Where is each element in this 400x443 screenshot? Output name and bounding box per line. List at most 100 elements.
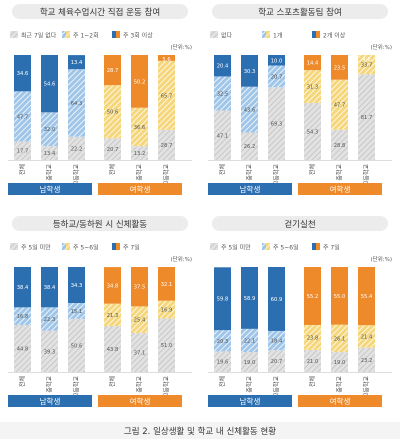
- category-label: 전체: [219, 376, 227, 387]
- unit-label: (단위:%): [371, 43, 393, 51]
- legend-swatch-girls: [66, 243, 70, 250]
- data-label: 20.3: [217, 339, 229, 345]
- legend-label: 주 1~2회: [73, 32, 99, 40]
- stacked-bar: 13.2 36.6 50.2: [131, 55, 148, 160]
- bar-segment: [158, 318, 175, 372]
- data-label: 16.8: [17, 314, 29, 320]
- bar-segment: [268, 87, 285, 160]
- category-label: 중학교: [336, 164, 344, 181]
- group-text-boys: 남학생: [240, 184, 261, 194]
- group-bar-boys: [208, 395, 292, 407]
- bar-segment: [131, 333, 148, 372]
- category-label: 중학교: [246, 164, 254, 181]
- bar-segment: [14, 55, 31, 92]
- legend-swatch-girls: [316, 31, 320, 38]
- legend-label: 주 5~6일: [73, 244, 99, 252]
- chart-title: 학교 체육수업시간 직접 운동 참여: [40, 7, 160, 18]
- data-label: 44.8: [17, 346, 29, 352]
- legend-item: 최근 7일 없다: [10, 31, 57, 40]
- unit-label: (단위:%): [171, 43, 193, 51]
- data-label: 4.6: [362, 57, 370, 63]
- bar-segment: [41, 267, 58, 308]
- legend-item: 주 5~6일: [62, 243, 99, 252]
- bar-segment: [214, 110, 231, 160]
- legend-swatch-girls: [116, 243, 120, 250]
- group-label-boys: 남학생: [208, 395, 292, 407]
- legend-label: 주 7일: [323, 244, 340, 252]
- bar-segment: [268, 65, 285, 88]
- data-label: 5.6: [162, 57, 170, 63]
- bar-segment: [158, 267, 175, 301]
- caption-box: 그림 2. 일상생활 및 학교 내 신체활동 현황: [0, 422, 400, 439]
- unit-label: (단위:%): [171, 255, 193, 263]
- bar-segment: [241, 86, 258, 133]
- stacked-bar: 21.0 23.8 55.2: [304, 267, 321, 372]
- stacked-bar: 44.8 16.8 38.4: [14, 267, 31, 372]
- stacked-bar: 28.7 65.7 5.6: [158, 55, 175, 160]
- group-text-boys: 남학생: [240, 396, 261, 406]
- data-label: 22.1: [244, 338, 256, 344]
- bar-segment: [158, 300, 175, 319]
- legend-label: 주 3회 이상: [123, 32, 153, 40]
- data-label: 51.0: [161, 343, 173, 349]
- bar-segment: [214, 55, 231, 77]
- legend-swatch-girls: [14, 243, 18, 250]
- bar-segment: [268, 350, 285, 372]
- category-label: 중학교: [136, 376, 144, 393]
- legend-label: 주 5일 미만: [221, 244, 251, 252]
- data-label: 16.9: [161, 308, 173, 314]
- legend-item: 없다: [210, 31, 233, 40]
- bar-segment: [304, 55, 321, 71]
- group-text-boys: 남학생: [40, 396, 61, 406]
- stacked-bar: 39.3 22.3 38.4: [41, 267, 58, 372]
- legend-swatch-boys: [10, 243, 14, 250]
- data-label: 60.9: [271, 297, 283, 303]
- bar-segment: [358, 55, 375, 75]
- data-label: 54.6: [44, 82, 56, 88]
- data-label: 23.5: [334, 65, 346, 71]
- group-bar-boys: [8, 395, 92, 407]
- group-label-boys: 남학생: [208, 183, 292, 195]
- data-label: 47.7: [334, 103, 346, 109]
- stacked-bar: 22.2 64.3 13.4: [68, 55, 85, 160]
- chart-title-pill: [212, 216, 388, 231]
- data-label: 36.6: [134, 125, 146, 131]
- data-label: 50.6: [107, 110, 119, 116]
- bar-segment: [68, 303, 85, 319]
- data-label: 69.3: [271, 122, 283, 128]
- bar-segment: [131, 267, 148, 307]
- data-label: 64.3: [71, 101, 83, 107]
- stacked-bar: 19.6 20.3 59.8: [214, 267, 231, 372]
- bar-segment: [104, 138, 121, 160]
- legend-label: 2개 이상: [323, 32, 346, 40]
- legend-swatch-boys: [262, 31, 266, 38]
- stacked-bar: 47.1 32.5 20.4: [214, 55, 231, 160]
- data-label: 28.7: [161, 143, 173, 149]
- bar-segment: [158, 55, 175, 61]
- category-label: 중학교: [246, 376, 254, 393]
- bar-segment: [41, 307, 58, 331]
- group-bar-girls: [98, 183, 182, 195]
- chart-title: 학교 스포츠활동팀 참여: [258, 7, 342, 18]
- data-label: 20.7: [271, 74, 283, 80]
- category-label: 전체: [309, 376, 317, 387]
- bar-segment: [358, 347, 375, 372]
- legend-swatch-girls: [66, 31, 70, 38]
- stacked-bar: 51.0 16.9 32.1: [158, 267, 175, 372]
- data-label: 58.9: [244, 296, 256, 302]
- bar-segment: [268, 55, 285, 66]
- category-label: 중학교: [46, 164, 54, 181]
- data-label: 33.7: [361, 63, 373, 69]
- stacked-bar: 19.0 22.1 58.9: [241, 267, 258, 372]
- stacked-bar: 28.8 47.7 23.5: [331, 55, 348, 160]
- legend-swatch-boys: [62, 243, 66, 250]
- data-label: 17.7: [17, 149, 29, 155]
- bar-segment: [131, 107, 148, 147]
- bar-segment: [304, 102, 321, 160]
- legend-swatch-girls: [14, 31, 18, 38]
- data-label: 25.4: [134, 318, 146, 324]
- legend-label: 주 7일: [123, 244, 140, 252]
- data-label: 39.3: [44, 349, 56, 355]
- legend-swatch-girls: [214, 243, 218, 250]
